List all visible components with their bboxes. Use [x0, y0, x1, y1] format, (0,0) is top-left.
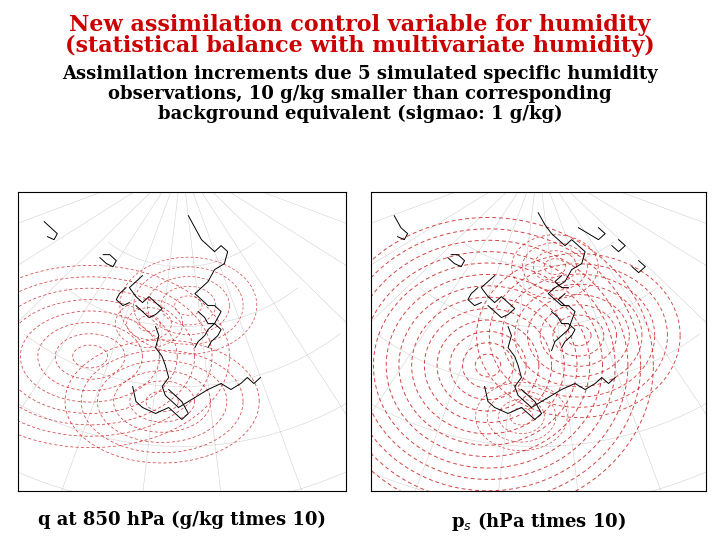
Text: (statistical balance with multivariate humidity): (statistical balance with multivariate h…: [65, 35, 655, 57]
Text: p$_s$ (hPa times 10): p$_s$ (hPa times 10): [451, 510, 626, 534]
Text: Assimilation increments due 5 simulated specific humidity: Assimilation increments due 5 simulated …: [62, 65, 658, 83]
Text: observations, 10 g/kg smaller than corresponding: observations, 10 g/kg smaller than corre…: [108, 85, 612, 103]
Text: background equivalent (sigmao: 1 g/kg): background equivalent (sigmao: 1 g/kg): [158, 105, 562, 123]
Text: New assimilation control variable for humidity: New assimilation control variable for hu…: [69, 14, 651, 36]
Text: q at 850 hPa (g/kg times 10): q at 850 hPa (g/kg times 10): [38, 510, 325, 529]
